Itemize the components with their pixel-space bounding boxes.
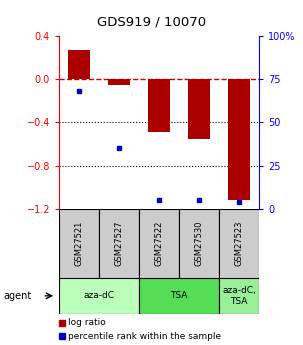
Bar (59, 319, 65, 326)
Text: GDS919 / 10070: GDS919 / 10070 (97, 16, 206, 29)
Bar (139, 278, 219, 314)
Bar (219, 278, 259, 314)
Text: TSA: TSA (170, 291, 188, 300)
Bar (59, 278, 139, 314)
Text: GSM27522: GSM27522 (155, 220, 164, 266)
Bar (179, 209, 219, 278)
Text: aza-dC,
TSA: aza-dC, TSA (222, 286, 256, 306)
Text: GSM27527: GSM27527 (115, 220, 124, 266)
Bar (99, 209, 139, 278)
Bar (148, 79, 170, 132)
Bar (68, 50, 90, 79)
Text: aza-dC: aza-dC (84, 291, 115, 300)
Text: log ratio: log ratio (68, 318, 105, 327)
Text: GSM27523: GSM27523 (235, 220, 244, 266)
Bar (219, 209, 259, 278)
Text: agent: agent (3, 291, 31, 301)
Bar (59, 333, 65, 339)
Text: GSM27530: GSM27530 (195, 220, 204, 266)
Bar (188, 79, 210, 139)
Bar (228, 79, 250, 200)
Bar (108, 79, 130, 85)
Text: GSM27521: GSM27521 (75, 220, 84, 266)
Text: percentile rank within the sample: percentile rank within the sample (68, 332, 221, 341)
Bar (139, 209, 179, 278)
Bar (59, 209, 99, 278)
